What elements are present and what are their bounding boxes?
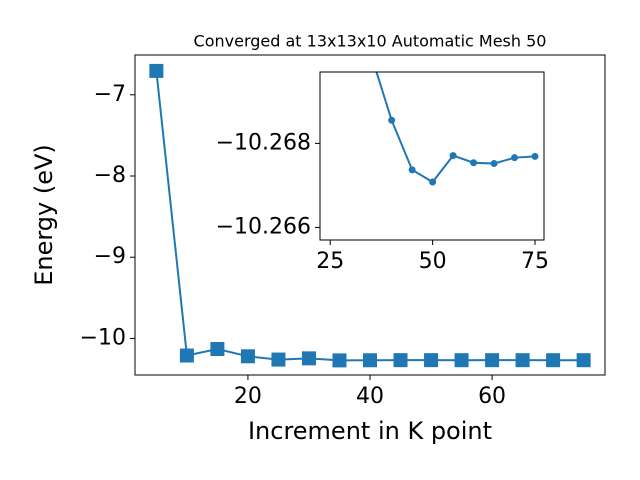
marker bbox=[449, 152, 457, 160]
y-axis-label: Energy (eV) bbox=[30, 144, 58, 286]
marker bbox=[363, 353, 377, 368]
x-tick-label: 25 bbox=[316, 249, 344, 274]
marker bbox=[485, 353, 500, 368]
marker bbox=[179, 348, 194, 363]
x-tick-label: 60 bbox=[478, 384, 506, 409]
marker bbox=[424, 353, 439, 368]
marker bbox=[271, 352, 286, 367]
plot-frame bbox=[134, 54, 606, 376]
marker bbox=[240, 349, 255, 364]
x-axis-label: Increment in K point bbox=[248, 417, 492, 445]
y-tick-label: −7 bbox=[94, 82, 126, 107]
y-tick-label: −9 bbox=[94, 244, 126, 269]
marker bbox=[332, 353, 347, 368]
plot-frame bbox=[319, 71, 545, 241]
marker bbox=[393, 353, 408, 368]
marker bbox=[470, 159, 478, 167]
marker bbox=[388, 116, 396, 124]
marker bbox=[210, 342, 225, 357]
plot-content bbox=[149, 63, 591, 368]
x-tick-label: 20 bbox=[234, 384, 262, 409]
y-tick-label: −8 bbox=[94, 163, 126, 188]
plot-area bbox=[320, 72, 544, 240]
marker bbox=[429, 178, 437, 186]
x-tick-label: 50 bbox=[419, 249, 447, 274]
marker bbox=[490, 160, 498, 168]
marker bbox=[149, 63, 164, 78]
marker bbox=[511, 154, 519, 162]
marker bbox=[408, 166, 416, 174]
chart-title: Converged at 13x13x10 Automatic Mesh 50 bbox=[194, 32, 547, 51]
x-tick-label: 75 bbox=[521, 249, 549, 274]
y-tick-label: −10 bbox=[80, 325, 126, 350]
marker bbox=[531, 152, 539, 160]
y-tick-label: −10.266 bbox=[216, 214, 311, 239]
x-tick-label: 40 bbox=[356, 384, 384, 409]
marker bbox=[454, 353, 469, 368]
y-tick-label: −10.268 bbox=[216, 130, 311, 155]
marker bbox=[515, 353, 530, 368]
marker bbox=[576, 353, 591, 368]
marker bbox=[546, 353, 561, 368]
plot-content bbox=[375, 72, 539, 186]
marker bbox=[301, 351, 316, 366]
